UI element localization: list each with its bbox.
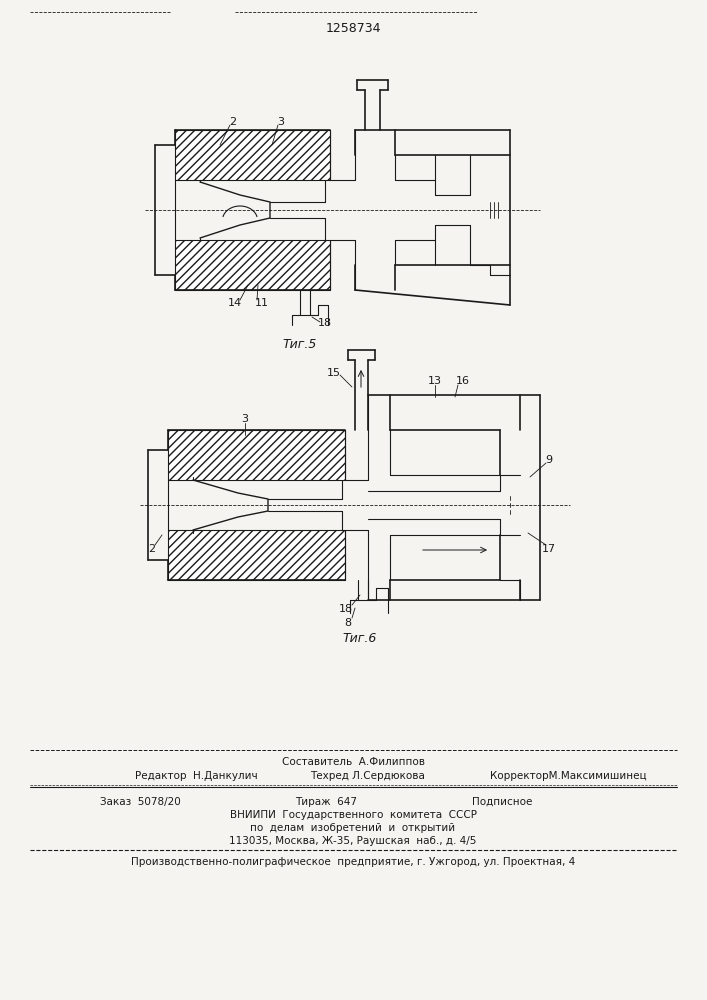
- Text: по  делам  изобретений  и  открытий: по делам изобретений и открытий: [250, 823, 455, 833]
- Text: 3: 3: [242, 414, 248, 424]
- Text: 9: 9: [545, 455, 553, 465]
- Text: 2: 2: [230, 117, 237, 127]
- Text: ВНИИПИ  Государственного  комитета  СССР: ВНИИПИ Государственного комитета СССР: [230, 810, 477, 820]
- Text: 1258734: 1258734: [325, 21, 381, 34]
- Text: Τиг.5: Τиг.5: [283, 338, 317, 352]
- Text: Заказ  5078/20: Заказ 5078/20: [100, 797, 181, 807]
- Text: Производственно-полиграфическое  предприятие, г. Ужгород, ул. Проектная, 4: Производственно-полиграфическое предприя…: [131, 857, 575, 867]
- Text: Техред Л.Сердюкова: Техред Л.Сердюкова: [310, 771, 425, 781]
- Text: 3: 3: [278, 117, 284, 127]
- Text: 14: 14: [228, 298, 242, 308]
- Text: Τиг.6: Τиг.6: [343, 632, 378, 645]
- Text: 18: 18: [318, 318, 332, 328]
- Text: Подписное: Подписное: [472, 797, 532, 807]
- Text: 15: 15: [327, 368, 341, 378]
- Text: 113035, Москва, Ж-35, Раушская  наб., д. 4/5: 113035, Москва, Ж-35, Раушская наб., д. …: [229, 836, 477, 846]
- Text: 18: 18: [339, 604, 353, 614]
- Text: Тираж  647: Тираж 647: [295, 797, 357, 807]
- Text: 2: 2: [148, 544, 156, 554]
- Bar: [168, 530, 345, 580]
- Text: 13: 13: [428, 376, 442, 386]
- Text: 17: 17: [542, 544, 556, 554]
- Text: Составитель  А.Филиппов: Составитель А.Филиппов: [281, 757, 424, 767]
- Text: 8: 8: [344, 618, 351, 628]
- Text: 16: 16: [456, 376, 470, 386]
- Bar: [175, 130, 330, 180]
- Text: КорректорМ.Максимишинец: КорректорМ.Максимишинец: [490, 771, 647, 781]
- Text: 11: 11: [255, 298, 269, 308]
- Bar: [175, 240, 330, 290]
- Text: Редактор  Н.Данкулич: Редактор Н.Данкулич: [135, 771, 257, 781]
- Bar: [168, 430, 345, 480]
